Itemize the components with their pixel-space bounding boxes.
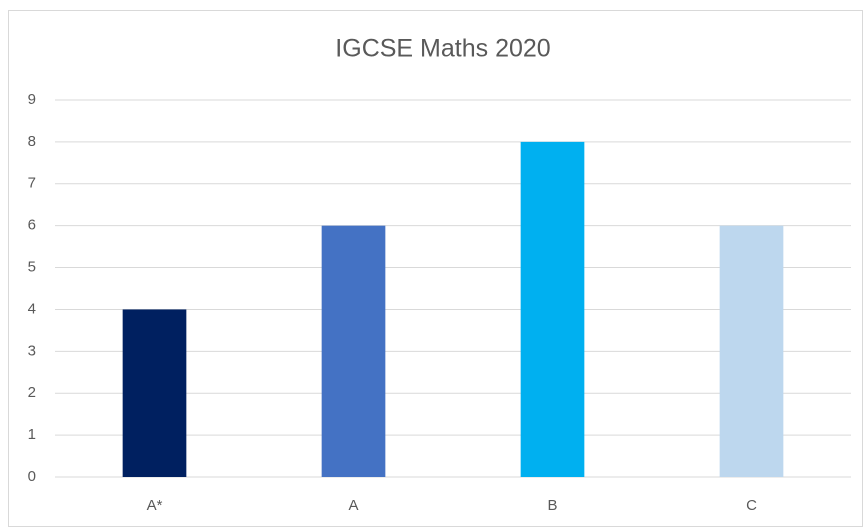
y-tick-label: 9 — [28, 91, 36, 108]
x-tick-label: A* — [147, 497, 163, 514]
y-tick-label: 4 — [28, 300, 36, 317]
y-tick-label: 2 — [28, 384, 36, 401]
bar — [719, 225, 784, 477]
y-tick-label: 7 — [28, 175, 36, 192]
y-tick-label: 1 — [28, 426, 36, 443]
y-tick-label: 6 — [28, 217, 36, 234]
bar — [122, 309, 187, 477]
x-tick-label: B — [547, 497, 557, 514]
y-tick-label: 8 — [28, 133, 36, 150]
chart-title: IGCSE Maths 2020 — [335, 35, 550, 63]
y-tick-label: 5 — [28, 259, 36, 276]
bar — [520, 141, 585, 477]
y-tick-label: 0 — [28, 468, 36, 485]
y-tick-label: 3 — [28, 342, 36, 359]
x-tick-label: A — [348, 497, 358, 514]
bar — [321, 225, 386, 477]
x-tick-label: C — [746, 497, 757, 514]
